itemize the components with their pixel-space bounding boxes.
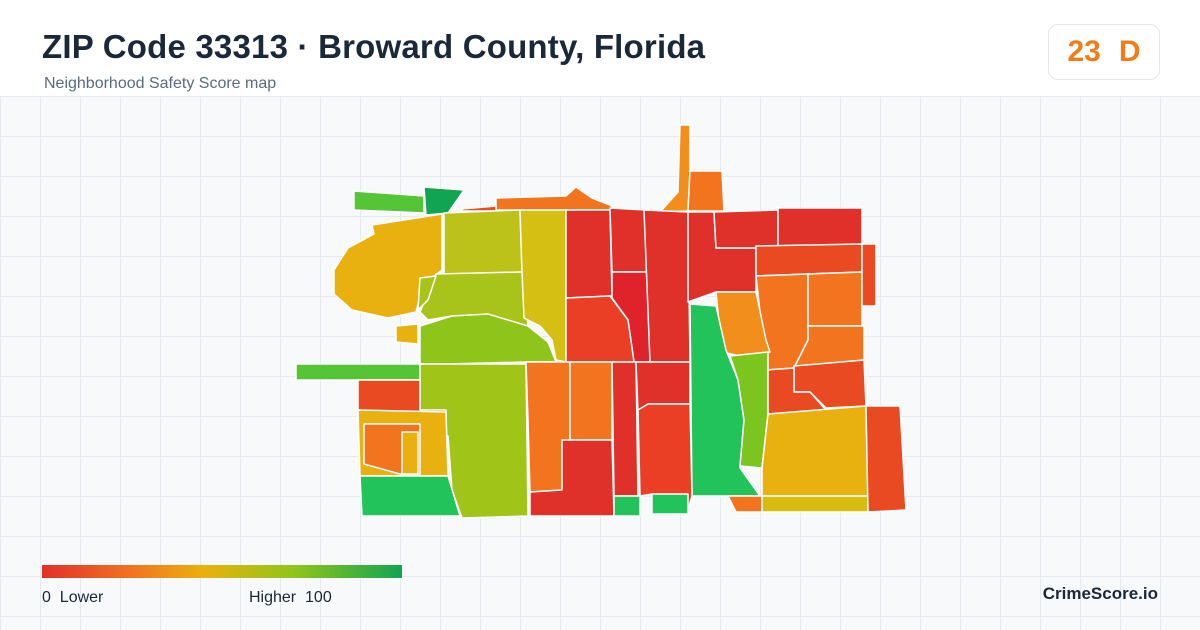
page-subtitle: Neighborhood Safety Score map: [44, 75, 277, 92]
map-region[interactable]: [637, 403, 693, 511]
map-region[interactable]: [643, 209, 691, 363]
map-region[interactable]: [353, 190, 425, 214]
map-region[interactable]: [713, 209, 779, 249]
map-region[interactable]: [565, 295, 635, 363]
map-region[interactable]: [417, 275, 437, 311]
map-region[interactable]: [359, 475, 461, 517]
legend-low-value: 0: [42, 589, 51, 606]
safety-score-grade: D: [1118, 35, 1141, 68]
map-region[interactable]: [651, 493, 689, 515]
legend-color-scale: [42, 565, 402, 578]
map-region[interactable]: [613, 495, 641, 517]
legend-low-label: 0 Lower: [42, 589, 103, 607]
map-region[interactable]: [755, 243, 863, 277]
safety-score-value: 23: [1067, 35, 1101, 68]
safety-score-badge: 23 D: [1048, 24, 1160, 80]
map-region[interactable]: [401, 431, 419, 475]
legend-low-text: Lower: [59, 589, 104, 606]
map-region[interactable]: [761, 495, 869, 513]
map-region[interactable]: [295, 363, 421, 381]
header: ZIP Code 33313 · Broward County, Florida…: [0, 0, 1200, 97]
page-title: ZIP Code 33313 · Broward County, Florida: [42, 28, 706, 65]
map-region[interactable]: [565, 209, 613, 299]
map-region[interactable]: [807, 271, 863, 327]
map-region[interactable]: [443, 209, 523, 275]
map-region[interactable]: [761, 405, 869, 497]
map-region[interactable]: [395, 323, 419, 345]
map-region[interactable]: [461, 205, 497, 212]
map-region[interactable]: [777, 207, 863, 249]
map-region[interactable]: [569, 361, 613, 441]
map-region[interactable]: [727, 495, 763, 513]
map-region[interactable]: [865, 405, 907, 513]
map-region[interactable]: [333, 213, 443, 319]
map-region[interactable]: [611, 361, 639, 497]
legend-high-text: Higher: [249, 589, 297, 606]
map-region[interactable]: [529, 439, 615, 517]
map-region[interactable]: [687, 170, 725, 212]
legend-high-value: 100: [305, 589, 332, 606]
brand-logo-text: CrimeScore.io: [1042, 584, 1158, 603]
map-region[interactable]: [659, 124, 691, 213]
legend-high-label: Higher 100: [249, 589, 332, 607]
map-region[interactable]: [495, 186, 617, 211]
map-region[interactable]: [423, 186, 465, 216]
map-region[interactable]: [729, 351, 769, 469]
map-region[interactable]: [861, 243, 877, 307]
